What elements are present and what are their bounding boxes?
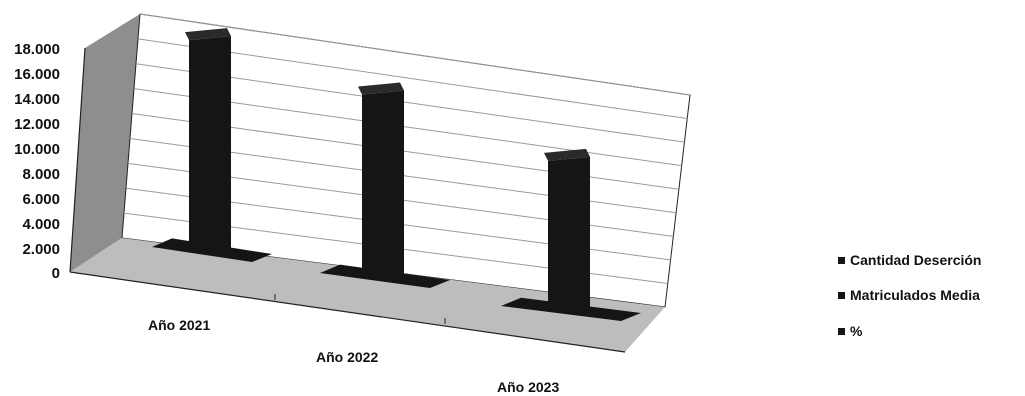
x-category-label: Año 2022 (316, 349, 378, 365)
legend: Cantidad Deserción Matriculados Media % (838, 252, 981, 339)
x-category-label: Año 2021 (148, 317, 210, 333)
y-tick-label: 10.000 (14, 141, 60, 158)
side-wall-edge (69, 47, 86, 273)
y-tick-label: 6.000 (22, 191, 60, 208)
floor-edge (69, 271, 626, 353)
legend-swatch-percent (838, 328, 845, 335)
side-wall (70, 14, 140, 272)
y-tick-label: 16.000 (14, 66, 60, 83)
gridline (139, 13, 691, 96)
y-tick-label: 4.000 (22, 216, 60, 233)
bar-top (544, 148, 590, 161)
y-tick-label: 14.000 (14, 91, 60, 108)
legend-swatch-matriculados-media (838, 292, 845, 299)
y-tick-label: 0 (52, 265, 60, 282)
y-tick-label: 2.000 (22, 241, 60, 258)
legend-label: Cantidad Deserción (850, 252, 981, 268)
bar-matriculados-media (189, 36, 231, 252)
bar-matriculados-media (548, 156, 590, 311)
legend-label: Matriculados Media (850, 287, 980, 303)
bar-top (185, 28, 231, 41)
bar-matriculados-media (362, 90, 404, 279)
y-tick-label: 18.000 (14, 41, 60, 58)
x-category-label: Año 2023 (497, 379, 559, 395)
legend-label: % (850, 323, 863, 339)
floor (70, 238, 665, 352)
bars (152, 28, 641, 321)
y-tick-label: 12.000 (14, 116, 60, 133)
bar-top (358, 82, 404, 95)
y-tick-label: 8.000 (22, 166, 60, 183)
legend-swatch-cantidad-desercion (838, 257, 845, 264)
